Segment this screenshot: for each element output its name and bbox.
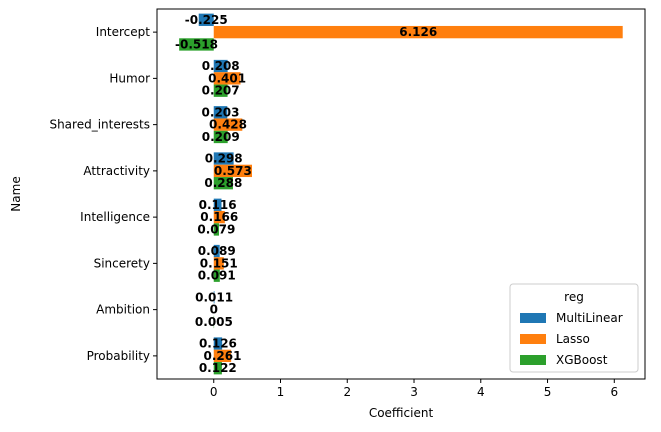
y-axis-ticks: Intercept Humor Shared_interests Attractivi… [49, 25, 157, 363]
legend-item-lasso: Lasso [556, 332, 590, 346]
data-label-multilinear-intercept: -0.225 [185, 13, 228, 27]
data-label-xgboost-probability: 0.122 [199, 361, 237, 375]
y-tick-label-sincerety: Sincerety [94, 256, 150, 270]
bar-multilinear-attractivity [213, 152, 234, 165]
bar-multilinear-ambition [213, 291, 215, 304]
data-label-xgboost-intelligence: 0.079 [197, 222, 235, 236]
data-label-multilinear-attractivity: 0.298 [205, 152, 243, 166]
y-axis-title: Name [9, 176, 23, 211]
data-label-lasso-intelligence: 0.166 [200, 210, 238, 224]
bar-xgboost-attractivity [213, 177, 233, 190]
data-label-lasso-sincerety: 0.151 [200, 256, 238, 270]
x-tick-label: 0 [210, 385, 218, 399]
data-label-xgboost-shared-interests: 0.209 [202, 130, 240, 144]
bar-multilinear-sincerety [213, 244, 220, 258]
data-label-multilinear-shared-interests: 0.203 [202, 105, 240, 119]
x-tick-label: 6 [610, 385, 618, 399]
data-label-multilinear-ambition: 0.011 [195, 290, 233, 304]
y-tick-label-ambition: Ambition [96, 303, 150, 317]
data-label-multilinear-intelligence: 0.116 [199, 198, 237, 212]
bar-lasso-attractivity [213, 164, 252, 178]
bar-multilinear-intercept [198, 13, 214, 26]
legend-title: reg [564, 290, 584, 304]
data-label-lasso-attractivity: 0.573 [214, 164, 252, 178]
y-tick-label-shared-interests: Shared_interests [49, 118, 150, 132]
bar-lasso-humor [213, 72, 241, 85]
bar-xgboost-humor [213, 84, 228, 97]
data-label-xgboost-humor: 0.207 [202, 84, 240, 98]
y-tick-label-probability: Probability [87, 349, 150, 363]
data-label-multilinear-humor: 0.208 [202, 59, 240, 73]
data-label-xgboost-attractivity: 0.288 [204, 176, 242, 190]
legend-swatch-lasso [520, 334, 546, 344]
y-tick-label-attractivity: Attractivity [83, 164, 150, 178]
bar-lasso-intercept [213, 25, 623, 39]
legend-swatch-multilinear [520, 313, 546, 323]
bar-lasso-shared-interests [213, 118, 243, 131]
legend: reg MultiLinear Lasso XGBoost [509, 283, 639, 373]
data-label-multilinear-sincerety: 0.089 [198, 244, 236, 258]
y-tick-label-intercept: Intercept [96, 25, 151, 39]
legend-frame [509, 283, 639, 373]
bars-layer [179, 13, 623, 375]
bar-multilinear-humor [213, 59, 228, 73]
x-axis-title: Coefficient [369, 406, 434, 420]
bar-xgboost-intercept [179, 38, 214, 51]
bar-multilinear-probability [213, 337, 223, 350]
bar-multilinear-shared-interests [213, 106, 228, 119]
x-tick-label: 5 [544, 385, 552, 399]
y-tick-label-intelligence: Intelligence [80, 210, 150, 224]
bar-xgboost-sincerety [213, 269, 220, 282]
x-tick-label: 1 [277, 385, 285, 399]
y-tick-label-humor: Humor [109, 71, 150, 85]
x-tick-label: 4 [477, 385, 485, 399]
data-label-xgboost-sincerety: 0.091 [198, 269, 236, 283]
data-label-lasso-probability: 0.261 [203, 349, 241, 363]
legend-swatch-xgboost [520, 355, 546, 365]
data-label-lasso-shared-interests: 0.428 [209, 118, 247, 132]
plot-frame [156, 8, 646, 380]
x-tick-label: 2 [343, 385, 351, 399]
x-axis-ticks: 0 1 2 3 4 5 6 [210, 379, 618, 399]
data-label-xgboost-intercept: -0.518 [175, 37, 218, 51]
bar-multilinear-intelligence [213, 198, 222, 211]
data-label-multilinear-probability: 0.126 [199, 337, 237, 351]
data-label-lasso-humor: 0.401 [208, 71, 246, 85]
bar-xgboost-shared-interests [213, 130, 228, 144]
data-label-lasso-ambition: 0 [210, 303, 218, 317]
data-label-lasso-intercept: 6.126 [399, 25, 437, 39]
data-label-xgboost-ambition: 0.005 [195, 315, 233, 329]
bar-xgboost-intelligence [213, 223, 220, 236]
legend-item-xgboost: XGBoost [556, 353, 608, 367]
legend-item-multilinear: MultiLinear [556, 311, 623, 325]
x-tick-label: 3 [410, 385, 418, 399]
bar-lasso-intelligence [213, 210, 225, 224]
bar-xgboost-probability [213, 362, 222, 375]
bar-lasso-probability [213, 349, 232, 363]
bar-lasso-sincerety [213, 257, 224, 270]
